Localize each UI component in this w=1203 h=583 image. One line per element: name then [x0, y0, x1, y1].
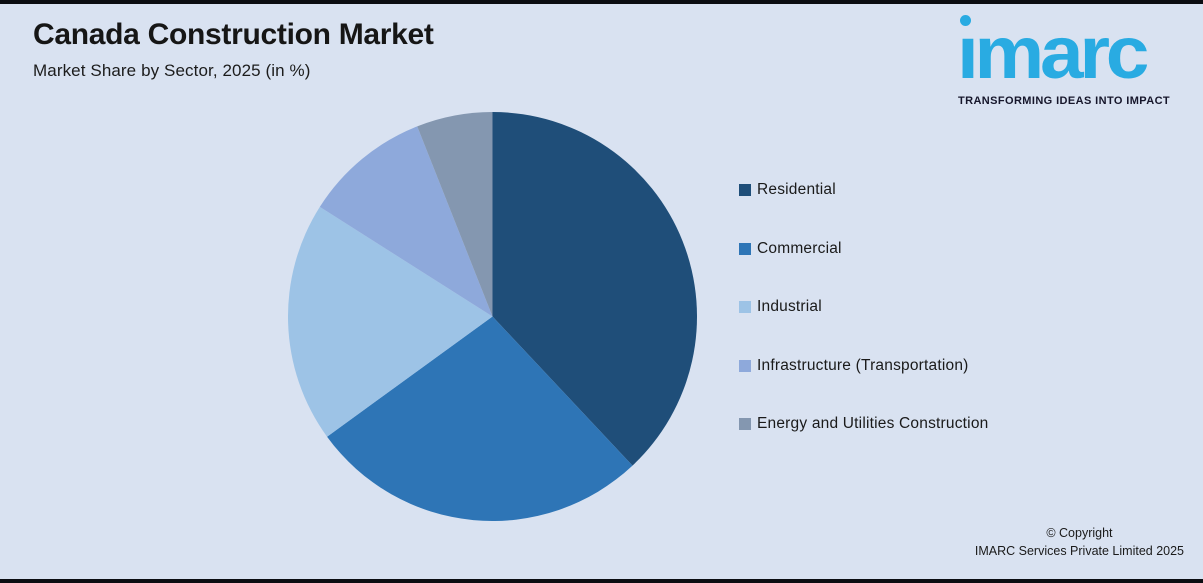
legend-item-residential: Residential: [739, 181, 988, 199]
legend-item-industrial: Industrial: [739, 298, 988, 316]
pie-chart-svg: [288, 112, 697, 521]
imarc-logo: ımarc TRANSFORMING IDEAS INTO IMPACT: [957, 8, 1189, 108]
legend-label: Energy and Utilities Construction: [757, 415, 989, 432]
page-title: Canada Construction Market: [33, 18, 434, 51]
legend-item-energy-utilities: Energy and Utilities Construction: [739, 415, 988, 433]
legend-item-commercial: Commercial: [739, 240, 988, 258]
copyright: © Copyright IMARC Services Private Limit…: [975, 524, 1184, 560]
page-subtitle: Market Share by Sector, 2025 (in %): [33, 61, 311, 80]
legend-label: Commercial: [757, 239, 842, 257]
top-border: [0, 0, 1203, 4]
logo-tagline: TRANSFORMING IDEAS INTO IMPACT: [958, 95, 1171, 107]
legend-label: Residential: [757, 181, 836, 198]
legend: Residential Commercial Industrial Infras…: [739, 181, 988, 474]
pie-chart: [288, 112, 697, 521]
logo-wordmark: ımarc: [957, 11, 1149, 94]
legend-swatch-icon: [739, 418, 751, 430]
pie-slice-infrastructure-transportation: [319, 126, 493, 317]
legend-swatch-icon: [739, 242, 751, 255]
legend-swatch-icon: [739, 184, 751, 196]
bottom-border: [0, 579, 1203, 583]
copyright-line1: © Copyright: [1046, 525, 1113, 540]
legend-item-infrastructure: Infrastructure (Transportation): [739, 357, 988, 375]
legend-swatch-icon: [739, 301, 751, 313]
pie-slice-industrial: [288, 206, 493, 437]
pie-slice-energy-and-utilities-construction: [417, 112, 493, 317]
pie-slice-commercial: [327, 316, 633, 521]
legend-label: Infrastructure (Transportation): [757, 356, 969, 374]
legend-swatch-icon: [739, 359, 751, 372]
copyright-line2: IMARC Services Private Limited 2025: [974, 543, 1184, 558]
pie-slice-residential: [492, 112, 697, 466]
chart-header: Canada Construction Market Market Share …: [33, 18, 434, 81]
logo-dot-icon: [960, 15, 971, 26]
legend-label: Industrial: [757, 298, 822, 315]
